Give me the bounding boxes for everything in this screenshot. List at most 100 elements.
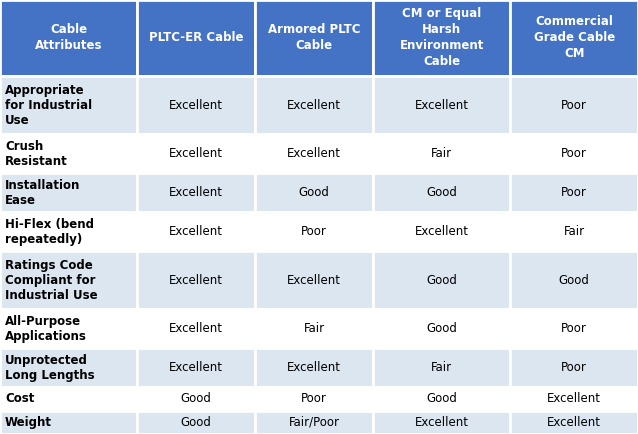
Text: Excellent: Excellent <box>169 362 223 375</box>
Text: Excellent: Excellent <box>415 416 469 429</box>
Text: CM or Equal
Harsh
Environment
Cable: CM or Equal Harsh Environment Cable <box>399 7 484 69</box>
Bar <box>137 173 255 212</box>
Text: Ratings Code
Compliant for
Industrial Use: Ratings Code Compliant for Industrial Us… <box>5 259 98 302</box>
Text: Excellent: Excellent <box>169 274 223 287</box>
Bar <box>373 0 510 76</box>
Bar <box>373 76 510 135</box>
Bar <box>137 387 255 411</box>
Bar <box>255 212 373 251</box>
Bar <box>255 173 373 212</box>
Bar <box>255 0 373 76</box>
Text: Good: Good <box>426 274 457 287</box>
Text: Excellent: Excellent <box>287 362 341 375</box>
Text: Good: Good <box>181 416 212 429</box>
Bar <box>0 212 137 251</box>
Bar <box>510 309 638 349</box>
Bar <box>510 387 638 411</box>
Text: Poor: Poor <box>561 99 587 112</box>
Text: Fair: Fair <box>563 225 585 238</box>
Bar <box>255 411 373 434</box>
Text: Cost: Cost <box>5 392 34 405</box>
Bar <box>0 135 137 173</box>
Bar <box>137 76 255 135</box>
Bar <box>255 76 373 135</box>
Bar <box>255 387 373 411</box>
Bar <box>0 349 137 387</box>
Bar <box>255 251 373 309</box>
Bar <box>373 411 510 434</box>
Text: Good: Good <box>426 322 457 335</box>
Bar <box>137 411 255 434</box>
Text: Fair: Fair <box>431 147 452 160</box>
Text: Unprotected
Long Lengths: Unprotected Long Lengths <box>5 354 94 382</box>
Bar <box>373 212 510 251</box>
Text: All-Purpose
Applications: All-Purpose Applications <box>5 315 87 343</box>
Text: Appropriate
for Industrial
Use: Appropriate for Industrial Use <box>5 84 93 127</box>
Bar <box>0 173 137 212</box>
Text: Fair: Fair <box>304 322 325 335</box>
Bar <box>373 387 510 411</box>
Bar <box>510 212 638 251</box>
Bar <box>373 349 510 387</box>
Bar <box>0 411 137 434</box>
Text: Excellent: Excellent <box>547 416 601 429</box>
Text: Poor: Poor <box>561 186 587 199</box>
Text: Excellent: Excellent <box>169 99 223 112</box>
Text: Fair: Fair <box>431 362 452 375</box>
Text: Excellent: Excellent <box>169 186 223 199</box>
Text: Excellent: Excellent <box>547 392 601 405</box>
Text: Good: Good <box>426 392 457 405</box>
Bar <box>255 309 373 349</box>
Text: Poor: Poor <box>561 362 587 375</box>
Text: Excellent: Excellent <box>415 99 469 112</box>
Text: Excellent: Excellent <box>169 225 223 238</box>
Text: Hi-Flex (bend
repeatedly): Hi-Flex (bend repeatedly) <box>5 217 94 246</box>
Text: Fair/Poor: Fair/Poor <box>289 416 339 429</box>
Bar <box>510 349 638 387</box>
Bar <box>0 0 137 76</box>
Bar <box>510 173 638 212</box>
Bar <box>373 309 510 349</box>
Text: Cable
Attributes: Cable Attributes <box>35 23 102 53</box>
Text: Excellent: Excellent <box>287 147 341 160</box>
Bar <box>373 135 510 173</box>
Bar <box>510 76 638 135</box>
Text: Good: Good <box>559 274 590 287</box>
Text: Poor: Poor <box>301 225 327 238</box>
Text: Excellent: Excellent <box>287 99 341 112</box>
Bar <box>137 135 255 173</box>
Bar <box>510 135 638 173</box>
Bar <box>0 387 137 411</box>
Bar <box>0 76 137 135</box>
Text: Weight: Weight <box>5 416 52 429</box>
Bar <box>510 411 638 434</box>
Bar <box>137 251 255 309</box>
Text: Excellent: Excellent <box>169 147 223 160</box>
Bar <box>137 212 255 251</box>
Bar <box>373 251 510 309</box>
Text: PLTC-ER Cable: PLTC-ER Cable <box>149 32 244 44</box>
Bar <box>137 309 255 349</box>
Text: Excellent: Excellent <box>169 322 223 335</box>
Bar <box>0 251 137 309</box>
Text: Good: Good <box>181 392 212 405</box>
Text: Excellent: Excellent <box>287 274 341 287</box>
Text: Good: Good <box>299 186 330 199</box>
Text: Armored PLTC
Cable: Armored PLTC Cable <box>268 23 360 53</box>
Text: Poor: Poor <box>561 322 587 335</box>
Text: Commercial
Grade Cable
CM: Commercial Grade Cable CM <box>533 16 615 60</box>
Bar <box>255 349 373 387</box>
Text: Excellent: Excellent <box>415 225 469 238</box>
Bar <box>137 0 255 76</box>
Bar <box>510 251 638 309</box>
Text: Crush
Resistant: Crush Resistant <box>5 140 68 168</box>
Bar <box>510 0 638 76</box>
Text: Poor: Poor <box>301 392 327 405</box>
Bar <box>137 349 255 387</box>
Bar <box>0 309 137 349</box>
Bar <box>373 173 510 212</box>
Bar <box>255 135 373 173</box>
Text: Installation
Ease: Installation Ease <box>5 179 80 207</box>
Text: Poor: Poor <box>561 147 587 160</box>
Text: Good: Good <box>426 186 457 199</box>
